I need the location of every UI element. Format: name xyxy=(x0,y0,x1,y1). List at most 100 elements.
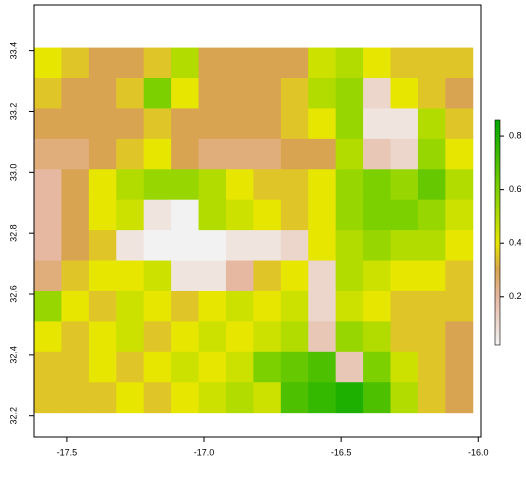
y-tick-label: 32.6 xyxy=(8,285,18,303)
raster-cell xyxy=(171,352,199,383)
raster-cell xyxy=(144,78,172,109)
raster-cell xyxy=(336,78,364,109)
colorbar xyxy=(495,120,500,345)
raster-cell xyxy=(61,169,89,200)
raster-cell xyxy=(363,169,391,200)
raster-cell xyxy=(418,291,446,322)
chart: -17.5-17.0-16.5-16.032.232.432.632.833.0… xyxy=(0,0,526,487)
raster-cell xyxy=(144,291,172,322)
raster-cell xyxy=(144,321,172,352)
raster-cell xyxy=(336,200,364,231)
x-tick-label: -17.0 xyxy=(194,447,215,457)
raster-cell xyxy=(391,291,419,322)
raster-cell xyxy=(171,200,199,231)
raster-cell xyxy=(61,382,89,413)
raster-cell xyxy=(391,200,419,231)
raster-cell xyxy=(253,261,281,292)
raster-cell xyxy=(144,139,172,170)
raster-cell xyxy=(391,169,419,200)
raster-cell xyxy=(89,48,117,79)
raster-cell xyxy=(445,139,473,170)
raster-cell xyxy=(281,321,309,352)
raster-cell xyxy=(61,291,89,322)
raster-cell xyxy=(308,261,336,292)
raster-cell xyxy=(226,108,254,139)
raster-cell xyxy=(281,139,309,170)
raster-cell xyxy=(144,108,172,139)
colorbar-tick-label: 0.8 xyxy=(509,130,522,140)
raster-cell xyxy=(253,382,281,413)
raster-cell xyxy=(308,78,336,109)
y-tick-label: 33.4 xyxy=(8,42,18,60)
raster-cell xyxy=(363,230,391,261)
raster-cell xyxy=(336,139,364,170)
colorbar-tick-label: 0.4 xyxy=(509,238,522,248)
raster-cell xyxy=(226,230,254,261)
raster-cell xyxy=(34,321,62,352)
raster-cell xyxy=(281,78,309,109)
raster-cell xyxy=(418,382,446,413)
raster-cell xyxy=(253,139,281,170)
raster-cell xyxy=(199,321,227,352)
raster-cell xyxy=(336,169,364,200)
raster-cell xyxy=(226,352,254,383)
raster-cell xyxy=(34,200,62,231)
raster-cell xyxy=(445,291,473,322)
raster-cell xyxy=(418,230,446,261)
raster-cell xyxy=(336,48,364,79)
raster-cell xyxy=(308,230,336,261)
raster-cell xyxy=(171,169,199,200)
raster-cell xyxy=(61,108,89,139)
raster-cell xyxy=(363,200,391,231)
raster-cell xyxy=(363,261,391,292)
raster-cell xyxy=(34,261,62,292)
raster-cell xyxy=(281,291,309,322)
raster-cell xyxy=(336,382,364,413)
raster-cell xyxy=(253,230,281,261)
raster-cell xyxy=(418,78,446,109)
raster-cell xyxy=(199,230,227,261)
y-tick-label: 32.4 xyxy=(8,346,18,364)
raster-cell xyxy=(116,169,144,200)
raster-cell xyxy=(171,230,199,261)
raster-cell xyxy=(199,382,227,413)
raster-cell xyxy=(363,382,391,413)
raster-cell xyxy=(199,291,227,322)
raster-cell xyxy=(171,78,199,109)
raster-cell xyxy=(391,78,419,109)
x-tick-label: -16.0 xyxy=(468,447,489,457)
raster-cell xyxy=(391,352,419,383)
raster-cell xyxy=(199,169,227,200)
raster-cell xyxy=(281,169,309,200)
raster-cell xyxy=(116,108,144,139)
raster-cell xyxy=(445,169,473,200)
y-tick-label: 32.8 xyxy=(8,224,18,242)
raster-cell xyxy=(144,352,172,383)
raster-cell xyxy=(89,321,117,352)
raster-cell xyxy=(281,382,309,413)
raster-cell xyxy=(171,291,199,322)
raster-cell xyxy=(391,139,419,170)
raster-cell xyxy=(391,321,419,352)
raster-cell xyxy=(116,321,144,352)
raster-cell xyxy=(253,200,281,231)
raster-cell xyxy=(363,108,391,139)
raster-cell xyxy=(336,352,364,383)
raster-cell xyxy=(171,48,199,79)
raster-cell xyxy=(171,321,199,352)
raster-cell xyxy=(61,352,89,383)
raster-cell xyxy=(199,139,227,170)
raster-cell xyxy=(171,261,199,292)
raster-cell xyxy=(253,321,281,352)
raster-cell xyxy=(34,169,62,200)
raster-cell xyxy=(116,78,144,109)
raster-cell xyxy=(308,48,336,79)
raster-cell xyxy=(199,352,227,383)
raster-cell xyxy=(253,48,281,79)
raster-cell xyxy=(445,321,473,352)
raster-cell xyxy=(144,382,172,413)
raster-cell xyxy=(199,108,227,139)
raster-cell xyxy=(61,78,89,109)
raster-cell xyxy=(391,382,419,413)
raster-cell xyxy=(34,48,62,79)
